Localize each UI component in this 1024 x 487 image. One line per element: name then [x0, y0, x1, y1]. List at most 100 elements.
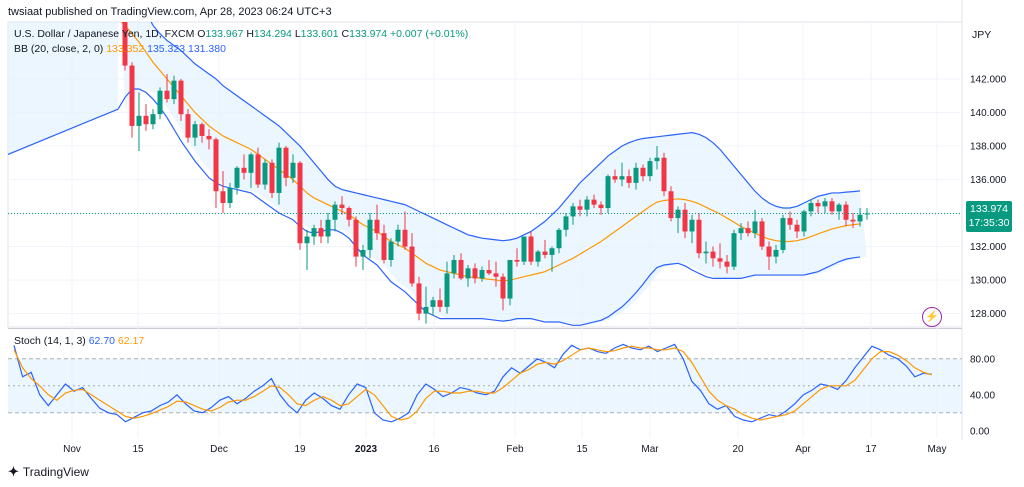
candle-body — [444, 273, 450, 307]
candle-body — [199, 124, 205, 136]
candle-body — [409, 246, 415, 284]
candle-body — [850, 219, 856, 222]
price-tick-label: 130.000 — [970, 276, 1007, 287]
candle-body — [766, 246, 772, 257]
candle-body — [248, 154, 254, 173]
candle-body — [654, 157, 660, 162]
candle-body — [395, 229, 401, 242]
candle-body — [843, 204, 849, 220]
bb-band-fill — [121, 22, 867, 326]
candle-body — [388, 241, 394, 260]
candle-body — [836, 204, 842, 212]
last-price-value: 133.974 — [970, 203, 1008, 215]
candle-body — [787, 218, 793, 225]
candle-body — [150, 114, 156, 125]
candle-body — [598, 204, 604, 209]
low-label: L — [294, 28, 301, 40]
candle-body — [864, 213, 870, 215]
currency-label: JPY — [972, 29, 992, 41]
candle-body — [738, 228, 744, 234]
candle-body — [612, 176, 618, 180]
price-tick-label: 128.000 — [970, 309, 1007, 320]
candle-body — [402, 229, 408, 247]
candle-body — [521, 236, 527, 262]
candle-body — [745, 228, 751, 234]
candle-body — [325, 219, 331, 237]
tradingview-mark-icon: ✦ — [8, 464, 19, 479]
candle-body — [269, 162, 275, 193]
bb-lower-line — [117, 88, 861, 326]
candle-body — [227, 187, 233, 203]
candle-body — [465, 268, 471, 279]
candle-body — [143, 115, 149, 125]
candle-body — [206, 135, 212, 140]
candle-body — [346, 208, 352, 220]
candle-body — [570, 206, 576, 217]
candle-body — [171, 80, 177, 100]
open-label: O — [197, 28, 206, 40]
bb-basis-line — [120, 22, 861, 282]
candle-body — [304, 236, 310, 244]
candle-body — [332, 204, 338, 220]
close-label: C — [341, 28, 350, 40]
tradingview-wordmark: TradingView — [22, 465, 89, 479]
candle-body — [430, 300, 436, 307]
time-tick-label: Mar — [641, 444, 659, 455]
time-tick-label: 15 — [132, 444, 144, 455]
candle-body — [647, 161, 653, 177]
stoch-d-value: 62.17 — [117, 335, 145, 347]
candle-body — [619, 176, 625, 180]
candle-body — [367, 219, 373, 250]
candle-body — [752, 221, 758, 234]
candle-body — [542, 251, 548, 255]
time-tick-label: 19 — [294, 444, 306, 455]
candle-body — [157, 90, 163, 115]
candle-body — [507, 259, 513, 299]
bb-band-fill-left — [8, 22, 118, 155]
time-tick-label: May — [928, 444, 947, 455]
stoch-title[interactable]: Stoch (14, 1, 3) — [14, 335, 86, 347]
candle-body — [381, 233, 387, 260]
candle-body — [514, 259, 520, 262]
stoch-tick-label: 0.00 — [970, 426, 990, 437]
candle-body — [640, 167, 646, 177]
time-tick-label: Dec — [210, 444, 228, 455]
candle-body — [717, 258, 723, 262]
stoch-tick-label: 80.00 — [970, 354, 995, 365]
low-value: 133.601 — [300, 28, 339, 40]
candle-body — [563, 216, 569, 230]
price-tick-label: 140.000 — [970, 108, 1007, 119]
candle-body — [192, 124, 198, 138]
candle-body — [773, 249, 779, 257]
lightning-icon[interactable]: ⚡ — [922, 307, 942, 327]
candle-body — [500, 276, 506, 299]
candle-body — [675, 209, 681, 219]
candle-body — [486, 270, 492, 274]
bb-upper-line — [150, 22, 861, 242]
candle-body — [535, 251, 541, 262]
candle-body — [122, 22, 128, 66]
price-tick-label: 136.000 — [970, 175, 1007, 186]
bb-upper-value: 135.323 — [147, 43, 186, 55]
publisher-note: twsiaat published on TradingView.com, Ap… — [8, 6, 332, 18]
candle-body — [808, 202, 814, 212]
price-plot — [8, 22, 870, 326]
symbol-title[interactable]: U.S. Dollar / Japanese Yen, 1D, FXCM — [14, 28, 195, 40]
candle-body — [605, 176, 611, 209]
candle-body — [451, 259, 457, 274]
symbol-legend: U.S. Dollar / Japanese Yen, 1D, FXCM O 13… — [14, 28, 468, 40]
time-tick-label: Nov — [63, 444, 81, 455]
bb-title[interactable]: BB (20, close, 2, 0) — [14, 43, 104, 55]
candle-body — [360, 249, 366, 257]
candle-body — [822, 201, 828, 207]
candle-body — [339, 204, 345, 209]
candle-body — [549, 248, 555, 255]
candle-body — [829, 201, 835, 212]
bb-lower-value: 131.380 — [188, 43, 226, 55]
stoch-k-value: 62.70 — [88, 335, 115, 347]
candle-body — [423, 306, 429, 314]
tradingview-logo[interactable]: ✦ TradingView — [8, 464, 89, 480]
price-tick-label: 142.000 — [970, 74, 1007, 85]
change-value: +0.007 (+0.01%) — [390, 28, 469, 40]
